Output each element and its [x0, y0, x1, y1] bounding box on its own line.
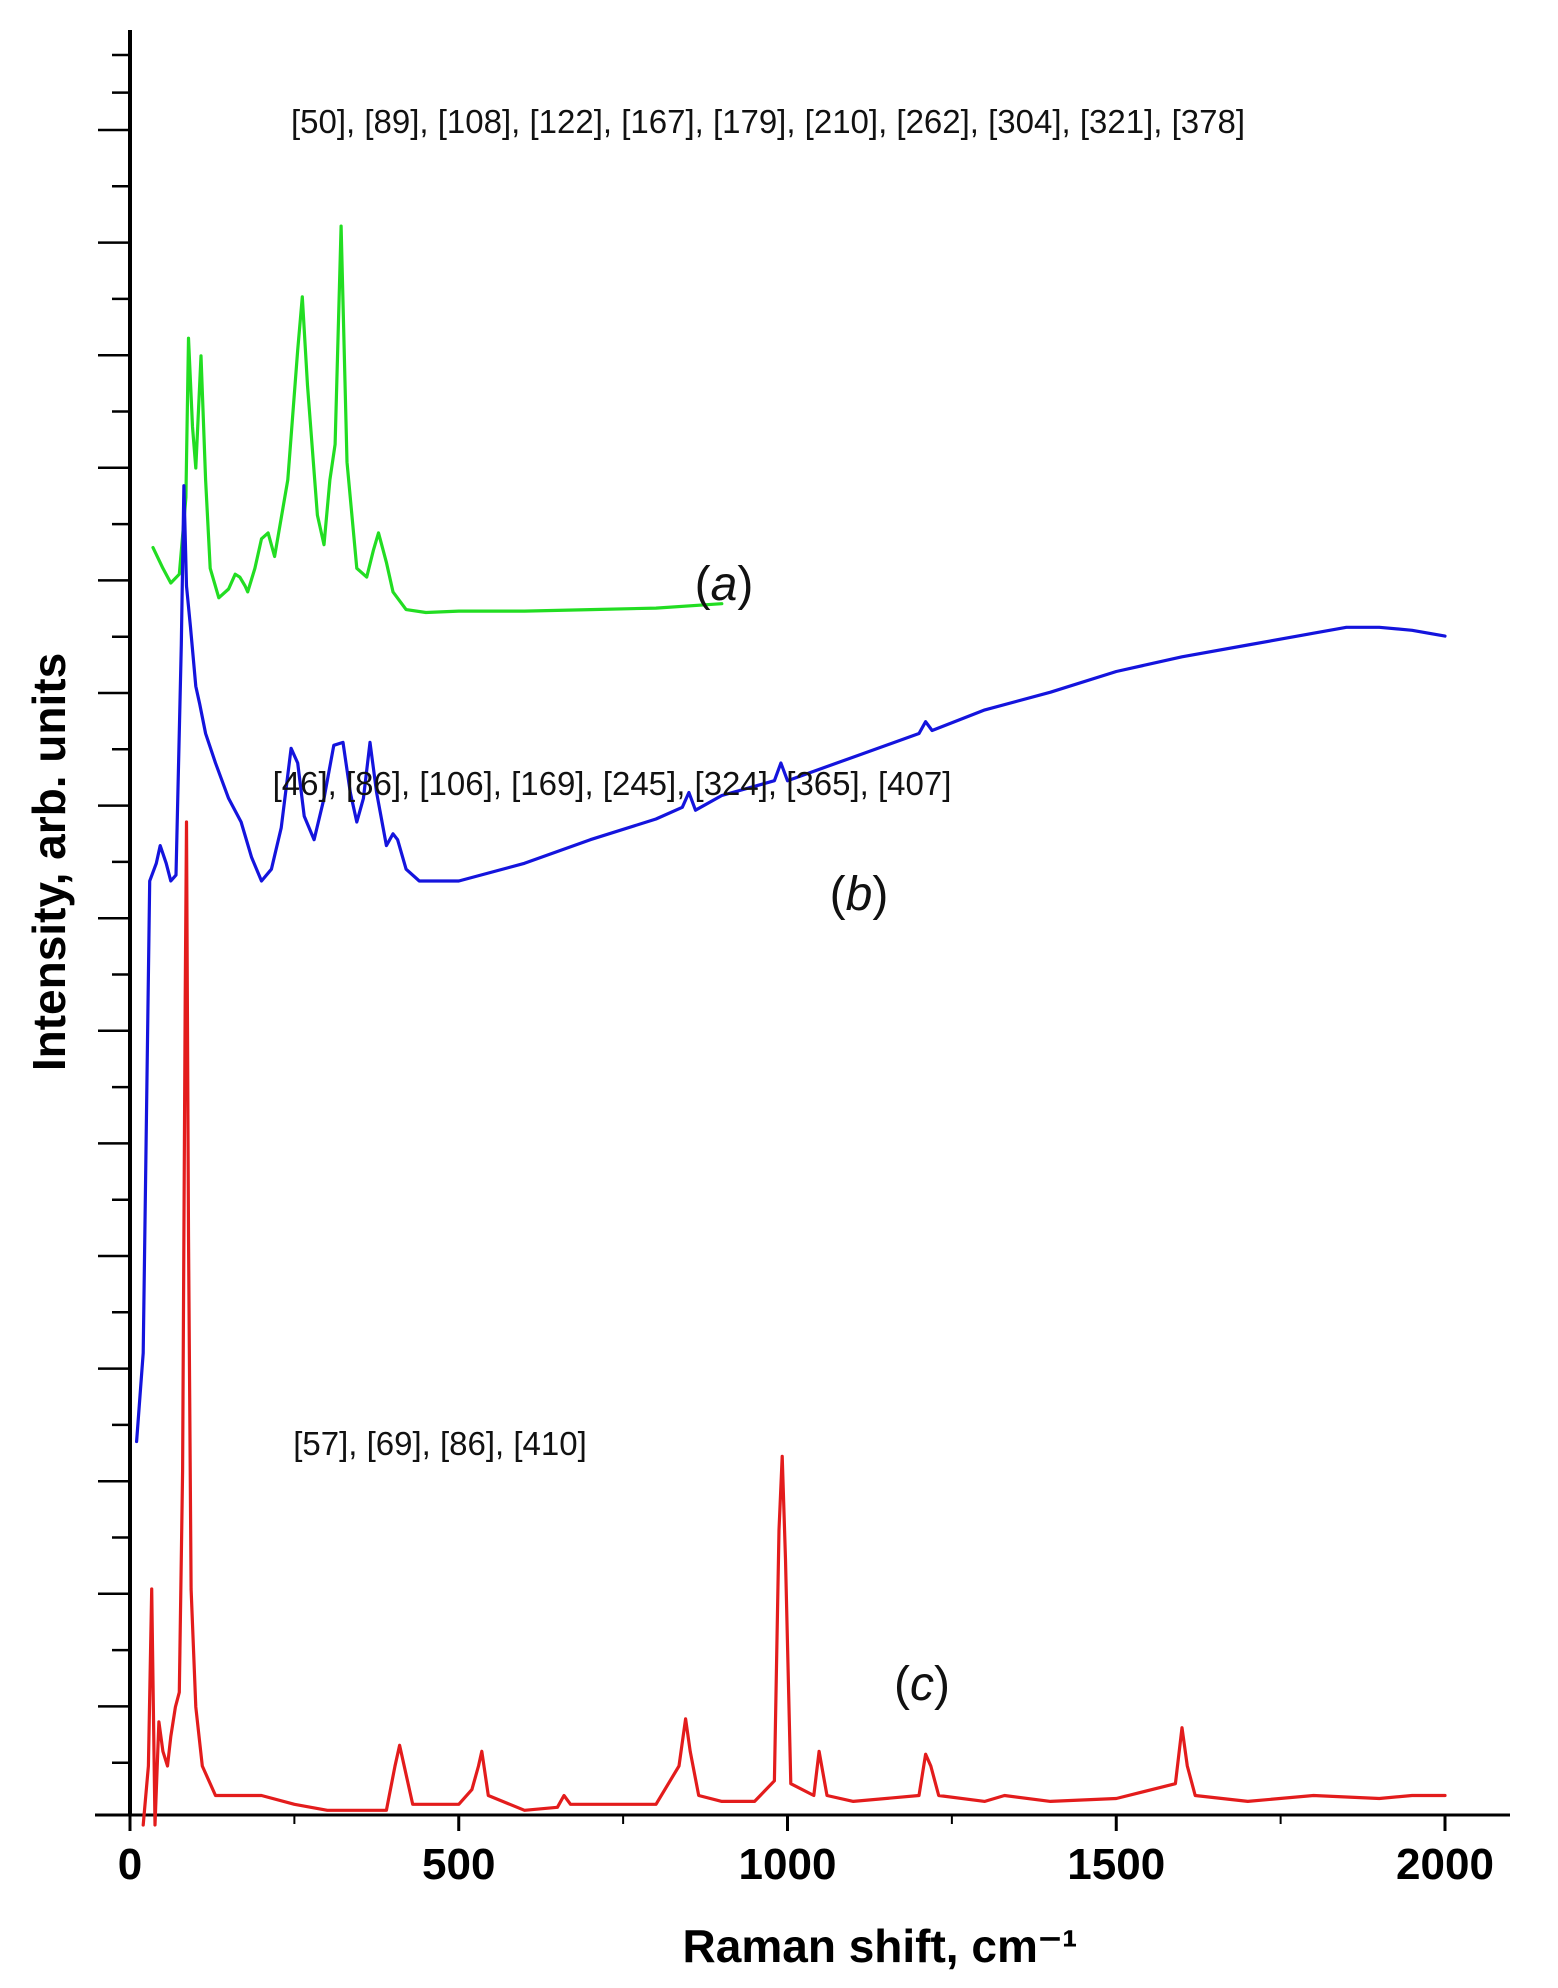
- series-layer: [135, 224, 1447, 1827]
- x-tick-label: 1500: [1067, 1840, 1165, 1889]
- curve-label-a: (a): [695, 558, 754, 611]
- curve-label-c: (c): [894, 1658, 950, 1711]
- x-tick-labels: 0 500 1000 1500 2000: [118, 1840, 1494, 1889]
- curve-label-b: (b): [830, 868, 889, 921]
- y-ticks: [98, 53, 130, 1764]
- peak-list-annotation: [57], [69], [86], [410]: [293, 1425, 587, 1462]
- x-tick-label: 1000: [739, 1840, 837, 1889]
- x-tick-label: 500: [422, 1840, 495, 1889]
- x-tick-label: 2000: [1396, 1840, 1494, 1889]
- series-a-curve: [151, 224, 724, 615]
- x-axis-title: Raman shift, cm⁻¹: [683, 1920, 1078, 1972]
- y-axis-title: Intensity, arb. units: [23, 653, 75, 1071]
- series-b-curve: [135, 484, 1447, 1444]
- peak-list-annotation: [46], [86], [106], [169], [245], [324], …: [273, 765, 952, 802]
- series-c-curve: [141, 820, 1447, 1827]
- axes: 0 500 1000 1500 2000: [95, 30, 1510, 1889]
- peak-list-annotation: [50], [89], [108], [122], [167], [179], …: [291, 103, 1245, 140]
- x-tick-label: 0: [118, 1840, 142, 1889]
- peak-annotations: [50], [89], [108], [122], [167], [179], …: [273, 103, 1245, 1711]
- x-ticks: [128, 1815, 1447, 1831]
